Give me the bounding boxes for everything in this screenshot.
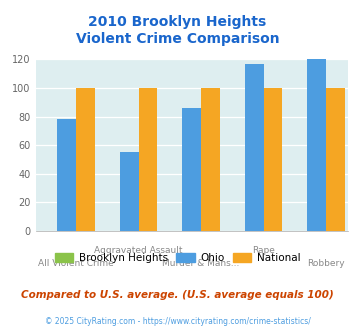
Text: Murder & Mans...: Murder & Mans... <box>162 259 240 268</box>
Text: Robbery: Robbery <box>307 259 345 268</box>
Bar <box>138 88 157 231</box>
Bar <box>58 119 76 231</box>
Text: 2010 Brooklyn Heights
Violent Crime Comparison: 2010 Brooklyn Heights Violent Crime Comp… <box>76 15 279 46</box>
Text: Aggravated Assault: Aggravated Assault <box>94 246 183 255</box>
Bar <box>201 88 220 231</box>
Bar <box>120 152 138 231</box>
Bar <box>245 64 263 231</box>
Text: Rape: Rape <box>252 246 275 255</box>
Bar <box>307 59 326 231</box>
Text: © 2025 CityRating.com - https://www.cityrating.com/crime-statistics/: © 2025 CityRating.com - https://www.city… <box>45 317 310 326</box>
Bar <box>76 88 95 231</box>
Bar <box>182 108 201 231</box>
Text: Compared to U.S. average. (U.S. average equals 100): Compared to U.S. average. (U.S. average … <box>21 290 334 300</box>
Bar <box>326 88 345 231</box>
Bar <box>263 88 282 231</box>
Legend: Brooklyn Heights, Ohio, National: Brooklyn Heights, Ohio, National <box>50 248 305 267</box>
Text: All Violent Crime: All Violent Crime <box>38 259 114 268</box>
